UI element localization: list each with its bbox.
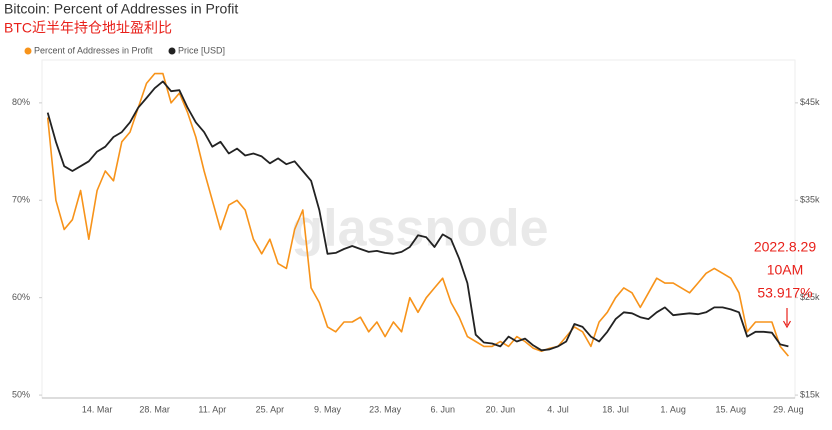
x-tick-label: 28. Mar xyxy=(139,404,170,414)
y2-tick-label: $15k xyxy=(800,389,820,399)
chart-subtitle: BTC近半年持仓地址盈利比 xyxy=(4,20,172,36)
legend-marker xyxy=(168,47,176,55)
y-tick-label: 60% xyxy=(12,292,30,302)
x-tick-label: 20. Jun xyxy=(486,404,516,414)
x-tick-label: 23. May xyxy=(369,404,402,414)
annotation-text: 10AM xyxy=(767,262,804,278)
watermark: glassnode xyxy=(291,200,548,258)
x-tick-label: 14. Mar xyxy=(82,404,113,414)
y2-tick-label: $25k xyxy=(800,292,820,302)
x-tick-label: 6. Jun xyxy=(430,404,455,414)
x-tick-label: 1. Aug xyxy=(660,404,686,414)
x-tick-label: 9. May xyxy=(314,404,342,414)
annotation-text: 2022.8.29 xyxy=(754,239,816,255)
x-tick-label: 25. Apr xyxy=(256,404,285,414)
series-line xyxy=(46,80,789,352)
x-tick-label: 29. Aug xyxy=(773,404,804,414)
legend-marker xyxy=(24,47,32,55)
legend-label: Percent of Addresses in Profit xyxy=(34,45,153,55)
x-tick-label: 4. Jul xyxy=(547,404,569,414)
legend-label: Price [USD] xyxy=(178,45,225,55)
y-tick-label: 50% xyxy=(12,389,30,399)
y-tick-label: 80% xyxy=(12,97,30,107)
y-tick-label: 70% xyxy=(12,195,30,205)
annotation-arrowhead xyxy=(782,320,792,329)
x-tick-label: 15. Aug xyxy=(716,404,747,414)
series-line xyxy=(46,72,790,357)
x-tick-label: 18. Jul xyxy=(602,404,629,414)
chart-title: Bitcoin: Percent of Addresses in Profit xyxy=(4,1,238,17)
y2-tick-label: $35k xyxy=(800,195,820,205)
x-tick-label: 11. Apr xyxy=(198,404,226,414)
y2-tick-label: $45k xyxy=(800,97,820,107)
annotation-text: 53.917% xyxy=(757,285,812,301)
